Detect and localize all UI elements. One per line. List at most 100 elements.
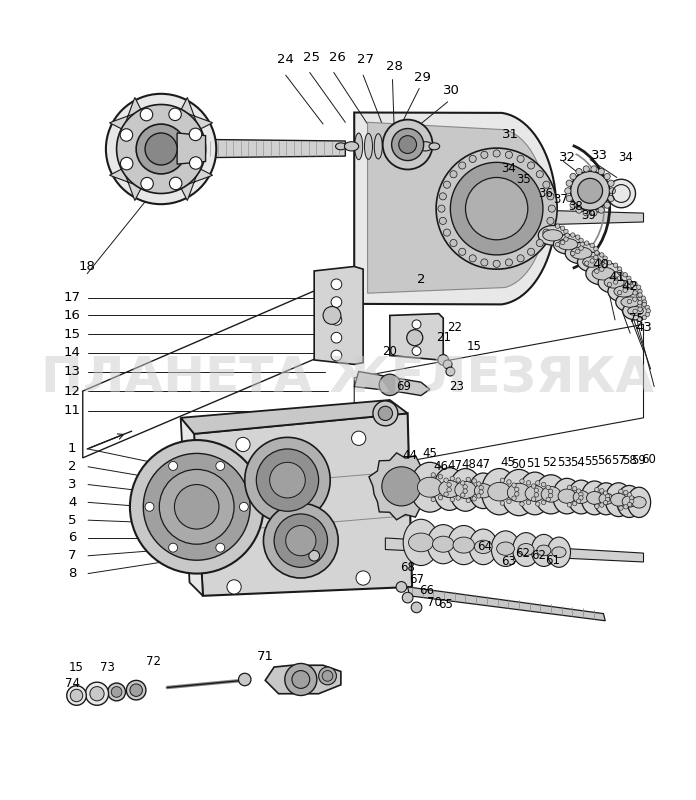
Ellipse shape (628, 487, 651, 518)
Circle shape (500, 478, 505, 482)
Text: 62: 62 (515, 546, 530, 559)
Text: ПЛАНЕТА ЖЕЛЕЗЯКА: ПЛАНЕТА ЖЕЛЕЗЯКА (42, 354, 654, 402)
Circle shape (169, 108, 182, 121)
Circle shape (633, 282, 637, 286)
Polygon shape (367, 122, 546, 293)
Polygon shape (354, 113, 556, 304)
Circle shape (331, 279, 342, 290)
Circle shape (633, 309, 638, 314)
Circle shape (438, 495, 443, 500)
Ellipse shape (365, 134, 372, 159)
Ellipse shape (552, 547, 566, 558)
Ellipse shape (623, 302, 648, 320)
Ellipse shape (581, 481, 608, 515)
Text: 47: 47 (448, 459, 462, 472)
Ellipse shape (475, 484, 492, 498)
Ellipse shape (531, 534, 556, 566)
Circle shape (541, 482, 546, 486)
Circle shape (624, 490, 628, 495)
Text: 70: 70 (427, 597, 442, 610)
Ellipse shape (543, 230, 562, 241)
Text: 58: 58 (622, 454, 637, 467)
Circle shape (531, 484, 536, 488)
Circle shape (548, 205, 555, 212)
Circle shape (564, 188, 571, 194)
Circle shape (526, 500, 531, 505)
Circle shape (603, 491, 608, 495)
Circle shape (603, 501, 608, 505)
Circle shape (606, 498, 610, 502)
Circle shape (624, 505, 628, 509)
Circle shape (189, 157, 202, 170)
Text: 23: 23 (449, 380, 464, 393)
Circle shape (617, 270, 622, 274)
Circle shape (106, 94, 216, 204)
Ellipse shape (432, 536, 454, 552)
Circle shape (599, 489, 604, 493)
Circle shape (617, 267, 622, 271)
Text: 22: 22 (448, 321, 462, 334)
Circle shape (331, 332, 342, 343)
Circle shape (239, 502, 248, 511)
Circle shape (629, 499, 634, 503)
Circle shape (528, 162, 535, 169)
Circle shape (638, 293, 642, 297)
Circle shape (269, 462, 306, 498)
Circle shape (583, 166, 590, 172)
Circle shape (356, 571, 370, 585)
Circle shape (627, 279, 632, 283)
Text: 52: 52 (541, 456, 557, 469)
Circle shape (399, 136, 416, 154)
Circle shape (505, 151, 512, 158)
Circle shape (438, 354, 449, 366)
Ellipse shape (553, 478, 581, 514)
Text: 2: 2 (417, 274, 425, 286)
Text: 51: 51 (527, 457, 541, 470)
Circle shape (576, 489, 581, 494)
Circle shape (189, 128, 202, 141)
Circle shape (479, 490, 484, 494)
Ellipse shape (621, 297, 640, 307)
Ellipse shape (632, 497, 646, 508)
Circle shape (466, 178, 528, 240)
Circle shape (576, 249, 580, 254)
Circle shape (638, 307, 642, 311)
Circle shape (477, 482, 481, 486)
Polygon shape (386, 538, 644, 562)
Polygon shape (181, 400, 408, 434)
Circle shape (613, 263, 618, 267)
Ellipse shape (608, 281, 640, 302)
Circle shape (619, 271, 624, 276)
Circle shape (566, 180, 572, 186)
Text: 59: 59 (631, 454, 647, 467)
Text: 43: 43 (635, 321, 652, 334)
Circle shape (373, 401, 398, 426)
Ellipse shape (438, 481, 460, 498)
Ellipse shape (454, 482, 476, 498)
Ellipse shape (574, 490, 590, 503)
Circle shape (477, 494, 481, 498)
Circle shape (567, 502, 571, 507)
Text: 28: 28 (386, 60, 403, 73)
Circle shape (450, 170, 457, 178)
Circle shape (579, 238, 583, 242)
Text: 45: 45 (501, 456, 516, 469)
Circle shape (392, 129, 424, 161)
Text: 71: 71 (257, 650, 274, 663)
Circle shape (472, 497, 476, 501)
Text: 33: 33 (590, 149, 608, 162)
Ellipse shape (616, 292, 644, 312)
Circle shape (591, 166, 597, 172)
Text: 55: 55 (585, 455, 599, 468)
Polygon shape (408, 587, 606, 621)
Circle shape (456, 496, 460, 500)
Ellipse shape (558, 238, 578, 250)
Circle shape (567, 485, 571, 490)
Circle shape (351, 431, 366, 446)
Circle shape (626, 285, 631, 289)
Circle shape (141, 178, 153, 190)
Circle shape (594, 246, 598, 251)
Circle shape (141, 108, 152, 121)
Text: 42: 42 (622, 281, 639, 294)
Circle shape (439, 193, 446, 200)
